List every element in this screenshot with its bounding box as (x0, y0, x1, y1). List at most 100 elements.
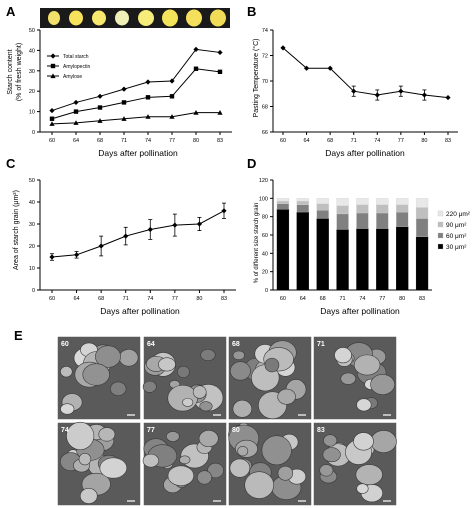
x-tick-label: 83 (419, 296, 425, 302)
data-point (97, 93, 103, 99)
starch-granule (229, 458, 251, 478)
starch-granule (167, 384, 198, 412)
data-point (421, 92, 428, 98)
starch-granule (319, 464, 334, 477)
starch-granule (207, 462, 224, 479)
chart-pasting-temperature: Pasting Temperature (°C) Days after poll… (252, 28, 458, 158)
data-point (97, 105, 103, 110)
x-tick-label: 64 (300, 296, 306, 302)
data-point (73, 120, 79, 125)
starch-granule (142, 453, 159, 468)
series-line (51, 48, 221, 112)
bar-segment (336, 213, 349, 230)
x-tick-label: 74 (359, 296, 365, 302)
x-tick-label: 74 (374, 138, 380, 144)
x-tick-label: 71 (121, 138, 127, 144)
y-tick-label: 10 (29, 266, 35, 272)
starch-granule (334, 347, 352, 364)
starch-granule (340, 372, 357, 385)
x-tick-label: 77 (172, 296, 178, 302)
x-tick-label: 64 (74, 296, 80, 302)
starch-granule (244, 471, 274, 499)
x-axis-label: Days after pollination (325, 148, 405, 158)
data-point (97, 118, 103, 123)
legend-entry: 60 μm² (446, 233, 467, 240)
y-tick-label: 0 (32, 288, 35, 294)
starch-granule (99, 457, 128, 479)
micrograph-label: 60 (61, 341, 69, 348)
bar-segment (376, 212, 389, 229)
x-tick-label: 80 (399, 296, 405, 302)
data-point (145, 114, 151, 119)
y-axis-label-line2: (% of fresh weight) (16, 43, 23, 101)
x-tick-label: 68 (98, 296, 104, 302)
y-tick-label: 70 (262, 79, 268, 85)
starch-granule (60, 365, 73, 378)
data-point (49, 107, 55, 114)
legend-marker (50, 63, 56, 69)
y-tick-label: 0 (265, 288, 268, 294)
bar-segment (296, 200, 309, 205)
starch-granule (200, 349, 216, 361)
legend-swatch (437, 221, 444, 228)
bar-segment (296, 211, 309, 291)
legend-entry: 30 μm² (446, 244, 467, 251)
y-tick-label: 100 (259, 196, 268, 202)
data-point (327, 65, 333, 71)
chart-starch-grain-size-distribution: % of different size starch grain Days af… (254, 178, 471, 316)
starch-granule (118, 349, 139, 367)
y-tick-label: 40 (262, 251, 268, 257)
series-line (51, 68, 221, 120)
x-tick-label: 77 (398, 138, 404, 144)
y-tick-label: 0 (32, 130, 35, 136)
sem-micrograph: 74 (56, 421, 142, 507)
micrograph-label: 80 (232, 427, 240, 434)
y-tick-label: 20 (29, 244, 35, 250)
starch-granule (196, 470, 213, 485)
series-line (282, 47, 449, 99)
starch-granule (110, 381, 127, 396)
legend-marker (50, 53, 56, 59)
sem-micrograph: 77 (142, 421, 228, 507)
x-tick-label: 77 (169, 138, 175, 144)
bar-segment (376, 198, 389, 205)
data-point (169, 78, 175, 84)
kernel-photo-strip (40, 8, 230, 28)
y-tick-label: 60 (262, 233, 268, 239)
data-point (49, 116, 55, 121)
data-point (145, 79, 151, 85)
starch-granule (229, 361, 251, 381)
y-tick-label: 120 (259, 178, 268, 184)
micrograph-label: 77 (147, 427, 155, 434)
bar-segment (336, 198, 349, 206)
micrograph-label: 83 (317, 427, 325, 434)
starch-granule (98, 427, 116, 442)
legend-entry: Amylose (63, 74, 82, 80)
x-tick-label: 60 (280, 296, 286, 302)
x-tick-label: 68 (97, 138, 103, 144)
y-tick-label: 10 (29, 110, 35, 116)
bar-segment (356, 212, 369, 229)
bar-segment (296, 198, 309, 202)
bar-segment (396, 204, 409, 213)
data-point (123, 233, 129, 239)
bar-segment (336, 205, 349, 215)
starch-granule (60, 403, 75, 415)
bar-segment (276, 209, 290, 291)
series-line (51, 210, 225, 258)
y-tick-label: 74 (262, 28, 268, 34)
sem-micrograph: 60 (56, 335, 142, 421)
starch-granule (356, 483, 369, 494)
chart-starch-content: Starch content (% of fresh weight) Days … (7, 28, 232, 158)
data-point (351, 88, 357, 94)
legend-entry: 220 μm² (446, 211, 471, 218)
starch-granule (158, 357, 176, 372)
starch-granule (261, 435, 292, 466)
x-tick-label: 64 (304, 138, 310, 144)
x-tick-label: 80 (193, 138, 199, 144)
starch-granule (198, 430, 219, 448)
sem-micrograph: 80 (227, 421, 313, 507)
data-point (303, 65, 310, 71)
legend-swatch (437, 210, 444, 217)
